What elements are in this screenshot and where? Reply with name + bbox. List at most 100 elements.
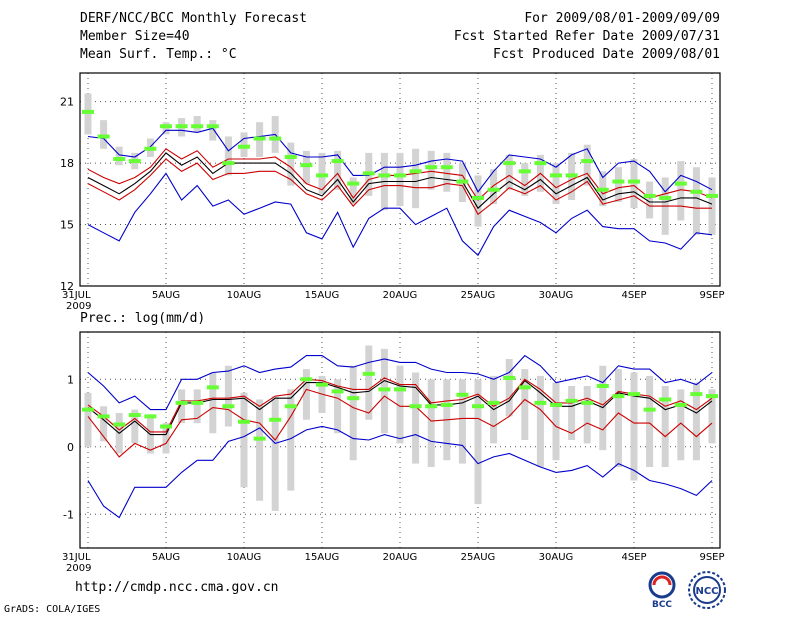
observation-marker	[206, 385, 219, 390]
x-tick-label: 5AUG	[152, 290, 180, 301]
x-tick-label: 4SEP	[621, 290, 646, 301]
ensemble-box	[115, 146, 123, 166]
observation-marker	[534, 400, 547, 405]
observation-marker	[191, 124, 204, 129]
observation-marker	[612, 394, 625, 399]
observation-marker	[581, 400, 594, 405]
observation-marker	[425, 165, 438, 170]
y-tick-label: 1	[67, 373, 74, 386]
ensemble-box	[287, 142, 295, 186]
plot-frame	[79, 72, 721, 287]
forecast-period: For 2009/08/01-2009/09/09	[524, 11, 720, 26]
ensemble-box	[490, 169, 498, 205]
ensemble-box	[334, 379, 342, 434]
observation-marker	[269, 136, 282, 141]
ensemble-box	[302, 369, 310, 420]
ensemble-box	[224, 365, 232, 427]
observation-marker	[472, 404, 484, 409]
ensemble-box	[193, 389, 201, 424]
x-tick-label: 30AUG	[539, 290, 574, 301]
observation-marker	[175, 400, 188, 405]
series-max	[87, 172, 713, 257]
ensemble-box	[84, 93, 92, 135]
observation-marker	[269, 417, 282, 422]
ensemble-box	[708, 177, 716, 235]
observation-marker	[394, 173, 406, 178]
observation-marker	[409, 404, 422, 409]
observation-marker	[347, 396, 360, 401]
observation-marker	[378, 173, 391, 178]
observation-marker	[238, 419, 250, 424]
observation-marker	[659, 397, 672, 402]
series-p25	[87, 388, 713, 458]
observation-marker	[518, 385, 531, 390]
ensemble-box	[84, 392, 92, 447]
observation-marker	[690, 392, 703, 397]
series-min	[87, 425, 713, 519]
observation-marker	[284, 154, 297, 159]
observation-marker	[534, 161, 547, 166]
ensemble-box	[677, 389, 685, 461]
observation-marker	[503, 375, 516, 380]
ensemble-box	[302, 150, 310, 184]
y-tick-label: 15	[60, 219, 74, 232]
observation-marker	[82, 407, 94, 412]
ensemble-box	[209, 372, 217, 434]
observation-marker	[596, 384, 609, 388]
y-tick-label: -1	[63, 508, 74, 521]
observation-marker	[316, 173, 328, 178]
ensemble-box	[240, 132, 248, 157]
ensemble-box	[412, 148, 420, 209]
ensemble-box	[396, 152, 404, 207]
ensemble-box	[100, 406, 108, 442]
ensemble-box	[677, 161, 685, 221]
ensemble-box	[630, 159, 638, 209]
observation-marker	[659, 195, 672, 200]
ensemble-box	[365, 345, 373, 420]
x-tick-label: 25AUG	[461, 552, 496, 563]
y-tick-label: 0	[67, 441, 74, 454]
observation-marker	[550, 173, 562, 178]
observation-marker	[628, 392, 640, 397]
observation-marker	[97, 414, 110, 419]
ensemble-box	[162, 423, 170, 454]
x-tick-label: 4SEP	[621, 552, 646, 563]
x-tick-label: 9SEP	[699, 552, 724, 563]
observation-marker	[440, 165, 453, 170]
observation-marker	[456, 179, 469, 184]
observation-marker	[253, 436, 266, 441]
source-url[interactable]: http://cmdp.ncc.cma.gov.cn	[75, 580, 279, 595]
series-mean	[87, 152, 713, 210]
observation-marker	[144, 146, 157, 151]
x-tick-label: 10AUG	[227, 290, 262, 301]
x-tick-label: 15AUG	[305, 290, 340, 301]
observation-marker	[596, 187, 609, 192]
observation-marker	[284, 404, 297, 409]
ensemble-box	[661, 386, 669, 467]
ensemble-box	[458, 379, 466, 464]
variable-label: Mean Surf. Temp.: °C	[80, 47, 237, 62]
forecast-produced: Fcst Produced Date 2009/08/01	[493, 47, 720, 62]
ensemble-box	[349, 365, 357, 461]
ensemble-box	[521, 163, 529, 196]
forecast-started: Fcst Started Refer Date 2009/07/31	[453, 29, 720, 44]
ensemble-box	[412, 372, 420, 464]
observation-marker	[565, 398, 578, 403]
observation-marker	[222, 404, 235, 409]
ensemble-box	[536, 375, 544, 467]
ncc-logo: NCC	[688, 571, 726, 609]
ensemble-box	[334, 150, 342, 190]
x-tick-label: 5AUG	[152, 552, 180, 563]
observation-marker	[643, 193, 656, 198]
observation-marker	[160, 124, 172, 129]
ensemble-box	[583, 386, 591, 444]
observation-marker	[581, 159, 594, 164]
observation-marker	[97, 134, 110, 139]
observation-marker	[565, 173, 578, 178]
observation-marker	[518, 169, 531, 174]
observation-marker	[409, 169, 422, 174]
ensemble-box	[614, 369, 622, 467]
observation-marker	[674, 402, 687, 407]
ensemble-box	[131, 409, 139, 444]
